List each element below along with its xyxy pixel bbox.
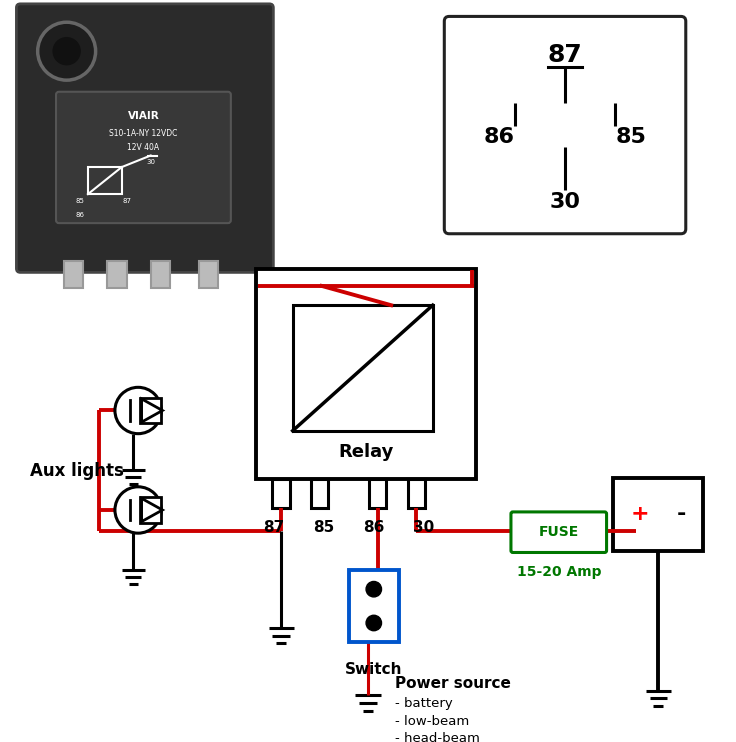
- Circle shape: [53, 38, 80, 65]
- Circle shape: [115, 487, 161, 533]
- Bar: [256, 269, 476, 479]
- Circle shape: [115, 387, 161, 433]
- Bar: [369, 479, 386, 508]
- FancyBboxPatch shape: [16, 4, 273, 272]
- Text: -: -: [677, 505, 687, 525]
- Text: 12V 40A: 12V 40A: [127, 143, 160, 152]
- Bar: [408, 479, 425, 508]
- Bar: [613, 478, 703, 551]
- Circle shape: [38, 22, 96, 80]
- Circle shape: [366, 615, 381, 631]
- Text: 86: 86: [76, 212, 85, 218]
- Bar: [64, 260, 83, 288]
- Text: Aux lights: Aux lights: [30, 462, 124, 480]
- Bar: [272, 479, 290, 508]
- Text: 86: 86: [363, 519, 384, 535]
- Text: VIAIR: VIAIR: [127, 111, 159, 121]
- Bar: [151, 260, 170, 288]
- Bar: [141, 398, 161, 423]
- Text: 15-20 Amp: 15-20 Amp: [517, 565, 601, 579]
- Text: Relay: Relay: [339, 443, 394, 461]
- Polygon shape: [141, 399, 163, 422]
- Text: S10-1A-NY 12VDC: S10-1A-NY 12VDC: [109, 129, 177, 138]
- Text: Switch: Switch: [345, 662, 403, 677]
- Bar: [199, 260, 219, 288]
- Bar: [349, 570, 399, 643]
- Text: 86: 86: [484, 127, 515, 147]
- Text: 87: 87: [548, 43, 582, 67]
- Text: 85: 85: [76, 198, 85, 204]
- Circle shape: [366, 582, 381, 597]
- FancyBboxPatch shape: [445, 16, 686, 234]
- Text: 30: 30: [550, 192, 581, 212]
- Bar: [107, 260, 127, 288]
- Bar: [311, 479, 328, 508]
- Text: - head-beam: - head-beam: [395, 732, 480, 742]
- Bar: [141, 497, 161, 522]
- Text: 30: 30: [414, 519, 435, 535]
- Bar: [88, 167, 121, 194]
- Text: 85: 85: [615, 127, 646, 147]
- Text: +: +: [631, 505, 650, 525]
- Text: 85: 85: [313, 519, 334, 535]
- FancyBboxPatch shape: [511, 512, 606, 553]
- Text: - battery: - battery: [395, 697, 453, 710]
- FancyBboxPatch shape: [56, 92, 231, 223]
- Text: - low-beam: - low-beam: [395, 715, 470, 728]
- Text: 30: 30: [146, 160, 155, 165]
- Text: Power source: Power source: [395, 676, 511, 691]
- Text: 87: 87: [122, 198, 131, 204]
- Text: FUSE: FUSE: [539, 525, 579, 539]
- Text: 87: 87: [263, 519, 284, 535]
- Bar: [293, 305, 433, 431]
- Polygon shape: [141, 499, 163, 522]
